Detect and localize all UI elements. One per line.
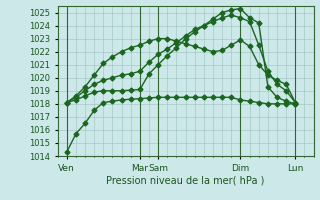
X-axis label: Pression niveau de la mer( hPa ): Pression niveau de la mer( hPa )	[107, 175, 265, 185]
